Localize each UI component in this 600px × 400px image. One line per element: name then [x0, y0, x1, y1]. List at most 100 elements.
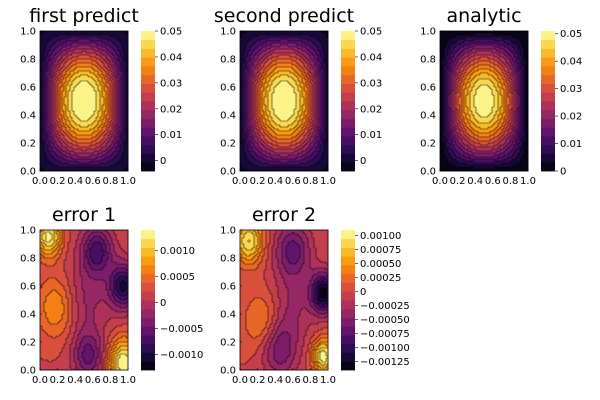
heatmap-cell — [294, 77, 296, 79]
heatmap-cell — [302, 105, 304, 107]
heatmap-cell — [70, 87, 72, 89]
heatmap-cell — [118, 151, 120, 153]
heatmap-cell — [90, 125, 92, 127]
heatmap-cell — [250, 33, 252, 35]
heatmap-cell — [94, 161, 96, 163]
heatmap-cell — [86, 117, 88, 119]
heatmap-cell — [56, 53, 58, 55]
heatmap-cell — [276, 103, 278, 105]
heatmap-cell — [58, 115, 60, 117]
heatmap-cell — [58, 37, 60, 39]
heatmap-cell — [62, 51, 64, 53]
heatmap-cell — [270, 109, 272, 111]
heatmap-cell — [88, 73, 90, 75]
heatmap-cell — [42, 165, 44, 167]
heatmap-cell — [66, 111, 68, 113]
heatmap-cell — [260, 71, 262, 73]
heatmap-cell — [252, 79, 254, 81]
heatmap-cell — [54, 33, 56, 35]
heatmap-cell — [250, 47, 252, 49]
heatmap-cell — [314, 47, 316, 49]
heatmap-cell — [76, 97, 78, 99]
heatmap-cell — [84, 153, 86, 155]
heatmap-cell — [86, 111, 88, 113]
heatmap-cell — [286, 87, 288, 89]
heatmap-cell — [56, 141, 58, 143]
x-tick-label: 0.0 — [32, 176, 48, 187]
heatmap-cell — [76, 63, 78, 65]
heatmap-cell — [102, 139, 104, 141]
heatmap-cell — [86, 113, 88, 115]
heatmap-cell — [270, 79, 272, 81]
heatmap-cell — [284, 89, 286, 91]
heatmap-cell — [76, 49, 78, 51]
heatmap-cell — [274, 107, 276, 109]
heatmap-cell — [42, 155, 44, 157]
heatmap-cell — [48, 137, 50, 139]
heatmap-cell — [242, 41, 244, 43]
heatmap-cell — [262, 93, 264, 95]
heatmap-cell — [60, 53, 62, 55]
heatmap-cell — [268, 41, 270, 43]
heatmap-cell — [68, 51, 70, 53]
heatmap-cell — [124, 163, 126, 165]
heatmap-cell — [252, 33, 254, 35]
heatmap-cell — [80, 117, 82, 119]
heatmap-cell — [62, 79, 64, 81]
heatmap-cell — [66, 53, 68, 55]
heatmap-cell — [286, 83, 288, 85]
heatmap-cell — [80, 159, 82, 161]
heatmap-cell — [262, 91, 264, 93]
heatmap-cell — [322, 33, 324, 35]
heatmap-cell — [296, 105, 298, 107]
heatmap-cell — [246, 35, 248, 37]
heatmap-cell — [284, 87, 286, 89]
heatmap-cell — [94, 141, 96, 143]
heatmap-cell — [284, 107, 286, 109]
heatmap-cell — [122, 133, 124, 135]
heatmap-cell — [84, 131, 86, 133]
heatmap-cell — [82, 123, 84, 125]
heatmap-cell — [244, 49, 246, 51]
heatmap-cell — [44, 161, 46, 163]
heatmap-cell — [292, 65, 294, 67]
heatmap-cell — [296, 99, 298, 101]
colorbar-tick-label: 0.03 — [160, 78, 182, 89]
heatmap-cell — [270, 51, 272, 53]
heatmap-cell — [90, 129, 92, 131]
heatmap-cell — [116, 61, 118, 63]
heatmap-cell — [102, 109, 104, 111]
heatmap-cell — [292, 83, 294, 85]
heatmap-cell — [86, 153, 88, 155]
heatmap-cell — [82, 167, 84, 169]
heatmap-cell — [72, 83, 74, 85]
heatmap-cell — [254, 63, 256, 65]
heatmap-cell — [94, 151, 96, 153]
heatmap-cell — [66, 45, 68, 47]
heatmap-cell — [108, 151, 110, 153]
heatmap-cell — [298, 45, 300, 47]
heatmap-cell — [74, 37, 76, 39]
heatmap-cell — [296, 101, 298, 103]
heatmap-cell — [90, 99, 92, 101]
heatmap-cell — [60, 39, 62, 41]
heatmap-cell — [84, 143, 86, 145]
heatmap-cell — [88, 131, 90, 133]
heatmap-cell — [254, 33, 256, 35]
heatmap-cell — [66, 77, 68, 79]
heatmap-cell — [254, 57, 256, 59]
heatmap-cell — [80, 127, 82, 129]
heatmap-cell — [94, 67, 96, 69]
heatmap-cell — [278, 73, 280, 75]
heatmap-cell — [316, 35, 318, 37]
colorbar-band — [141, 49, 155, 58]
heatmap-cell — [68, 69, 70, 71]
heatmap-cell — [270, 67, 272, 69]
heatmap-cell — [318, 45, 320, 47]
heatmap-cell — [44, 35, 46, 37]
heatmap-cell — [118, 161, 120, 163]
heatmap-cell — [74, 79, 76, 81]
heatmap-cell — [116, 43, 118, 45]
heatmap-cell — [90, 95, 92, 97]
heatmap-cell — [72, 161, 74, 163]
